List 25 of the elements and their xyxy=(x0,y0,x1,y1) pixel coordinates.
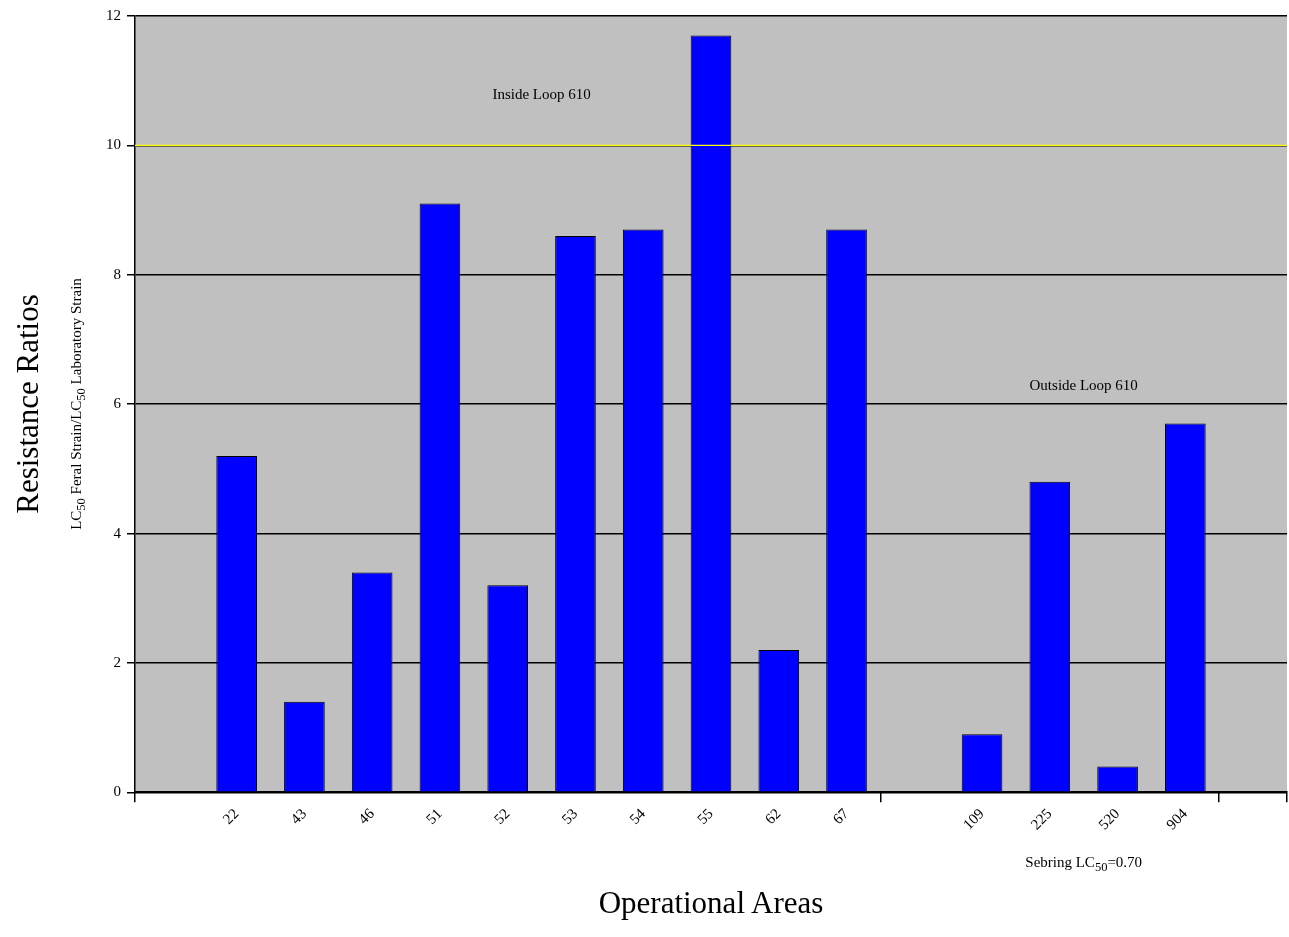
y-tick-label: 8 xyxy=(113,265,121,282)
x-tick-label: 109 xyxy=(959,805,987,833)
x-tick-label: 51 xyxy=(422,805,445,828)
y-tick-label: 4 xyxy=(113,524,122,541)
y-tick-label: 2 xyxy=(113,653,121,670)
x-tick-label: 55 xyxy=(693,805,716,828)
x-tick-label: 43 xyxy=(287,805,310,828)
x-tick-label: 53 xyxy=(558,805,581,828)
y-tick-label: 6 xyxy=(113,395,122,412)
annotation: Outside Loop 610 xyxy=(1029,376,1138,394)
x-axis-title: Operational Areas xyxy=(598,885,824,921)
x-tick-label: 52 xyxy=(490,805,513,828)
y-tick-label: 12 xyxy=(106,6,121,23)
y-tick-label: 10 xyxy=(106,136,121,153)
x-tick-label: 67 xyxy=(829,804,852,828)
x-tick-label: 46 xyxy=(355,804,378,828)
x-tick-label: 62 xyxy=(761,805,784,828)
x-tick-label: 54 xyxy=(626,804,649,828)
x-tick-label: 225 xyxy=(1027,805,1055,833)
text: Sebring LC$_{50}$=0.70 xyxy=(1025,853,1143,875)
x-tick-label: 520 xyxy=(1095,805,1123,833)
y-tick-label: 0 xyxy=(113,783,121,800)
annotation: Inside Loop 610 xyxy=(492,85,591,103)
x-tick-label: 904 xyxy=(1163,804,1191,833)
x-tick-label: 22 xyxy=(219,805,242,828)
